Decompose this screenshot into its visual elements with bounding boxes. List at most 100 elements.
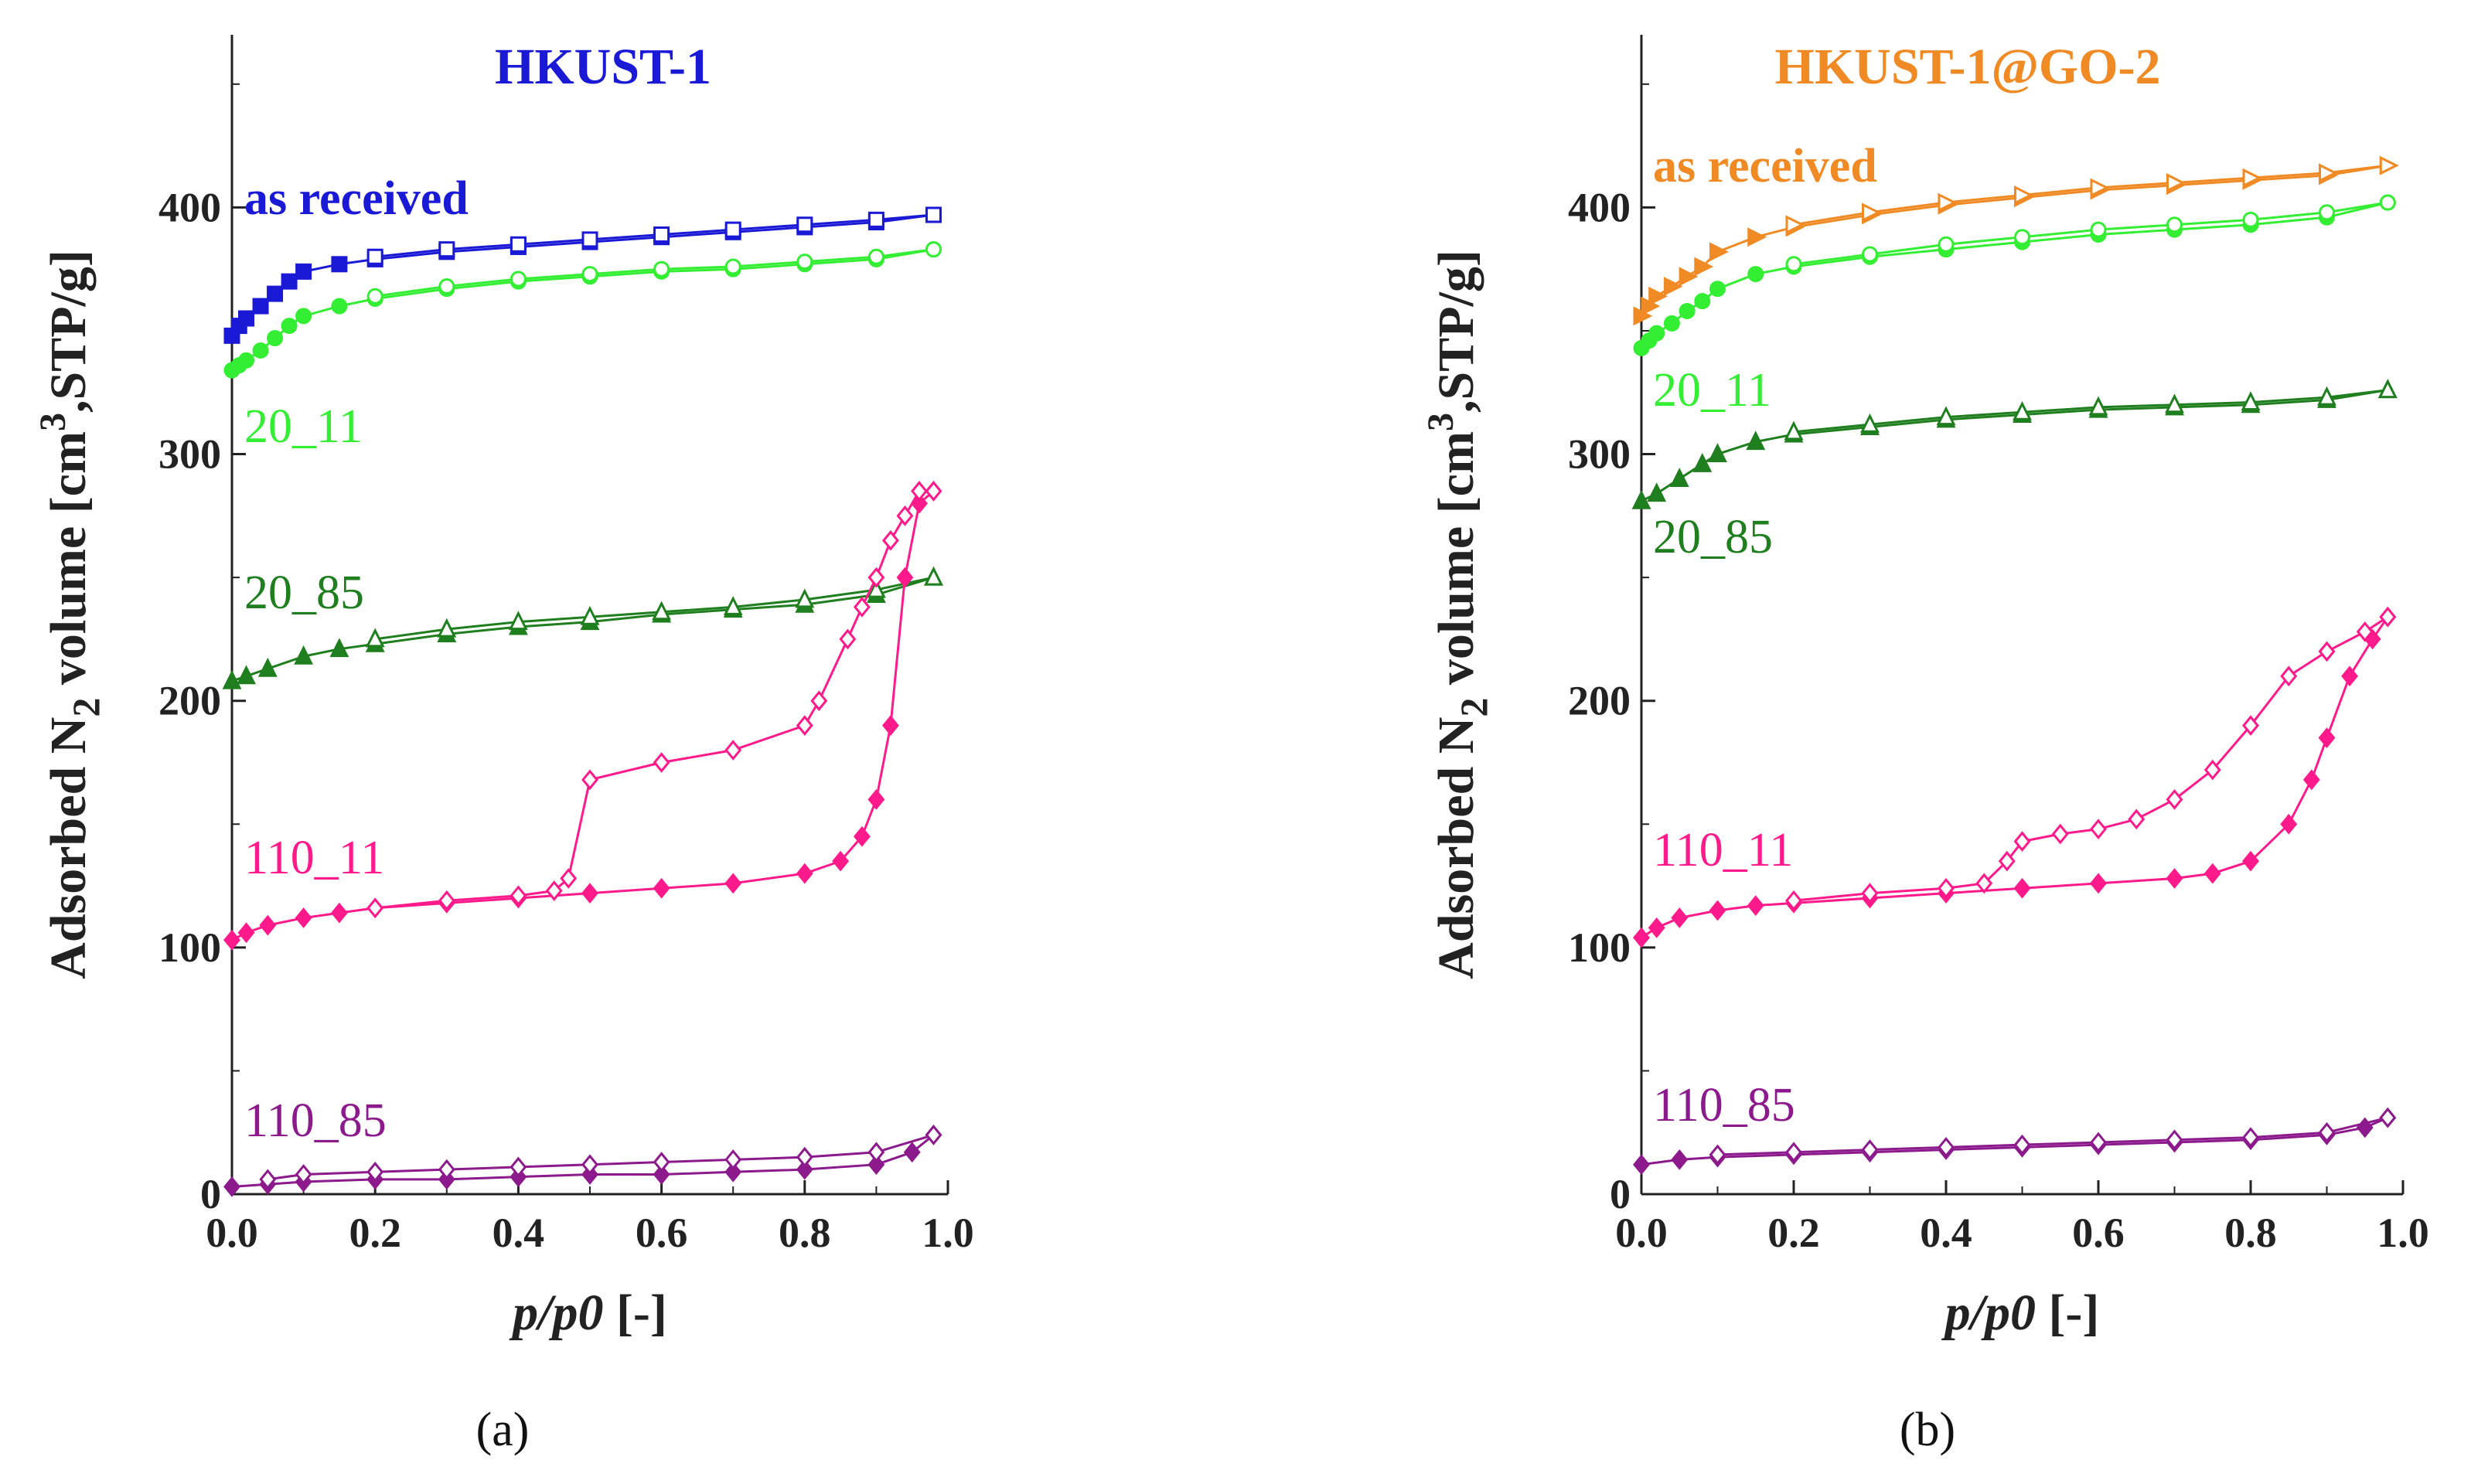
data-point (2128, 808, 2146, 830)
data-point (1861, 1139, 1879, 1160)
data-point (796, 216, 813, 233)
chart-title: HKUST-1@GO-2 (1774, 39, 2160, 95)
data-point (2317, 386, 2336, 406)
data-point (1785, 256, 1802, 273)
series-line-desorption (1793, 615, 2389, 902)
data-point (581, 769, 598, 791)
data-point (2242, 168, 2262, 188)
data-point (653, 752, 670, 773)
data-point (2090, 178, 2110, 198)
data-point (867, 567, 885, 588)
data-point (925, 1125, 942, 1145)
y-tick-label: 300 (158, 431, 221, 478)
data-point (2166, 868, 2183, 889)
data-point (2090, 873, 2107, 894)
data-point (438, 278, 455, 295)
x-tick-label: 0.0 (1615, 1210, 1668, 1256)
data-point (267, 330, 284, 347)
x-tick-label: 1.0 (922, 1210, 974, 1256)
data-point (1747, 266, 1764, 283)
data-point (1648, 325, 1665, 342)
data-point (867, 1142, 885, 1163)
series-label: 20_11 (1653, 364, 1771, 417)
data-point (1663, 315, 1680, 332)
data-point (1938, 236, 1955, 253)
data-point (1647, 482, 1667, 502)
data-point (1975, 873, 1993, 894)
data-point (653, 877, 670, 899)
y-tick-label: 200 (158, 678, 221, 724)
data-point (1938, 192, 1958, 213)
data-point (252, 342, 269, 359)
data-point (581, 883, 598, 904)
x-tick-label: 0.2 (349, 1210, 401, 1256)
data-point (653, 260, 670, 277)
data-point (1998, 850, 2016, 872)
data-point (1785, 890, 1802, 911)
data-point (237, 665, 256, 685)
data-point (2166, 173, 2186, 192)
data-point (295, 1164, 312, 1185)
data-point (1692, 452, 1713, 472)
data-point (2302, 769, 2320, 791)
data-point (331, 298, 348, 315)
data-point (2242, 211, 2259, 228)
data-point (366, 248, 383, 265)
data-point (1709, 281, 1726, 298)
panel-label: (b) (1900, 1404, 1955, 1456)
data-point (911, 493, 928, 514)
y-tick-label: 400 (158, 184, 221, 230)
data-point (366, 897, 384, 919)
data-point (281, 273, 298, 290)
series-110_11 (223, 481, 942, 951)
data-point (1669, 468, 1689, 487)
data-point (295, 263, 312, 280)
data-point (795, 588, 815, 608)
data-point (1747, 227, 1767, 247)
data-point (2088, 396, 2108, 416)
x-tick-label: 0.8 (779, 1210, 831, 1256)
data-point (2013, 400, 2032, 420)
y-tick-label: 100 (158, 924, 221, 971)
data-point (796, 715, 813, 736)
data-point (911, 481, 928, 502)
y-label-post: ,STP/g] (1428, 250, 1484, 413)
data-point (2166, 216, 2183, 233)
y-label-mid: volume [cm (40, 431, 97, 698)
data-point (295, 907, 312, 928)
data-point (2242, 850, 2259, 872)
data-point (1862, 246, 1878, 263)
data-point (796, 254, 813, 271)
data-point (259, 914, 277, 936)
data-point (238, 352, 255, 369)
data-point (1709, 900, 1726, 921)
data-point (2203, 863, 2221, 884)
data-point (2242, 715, 2259, 736)
data-point (1679, 267, 1699, 287)
series-110_85 (1633, 1107, 2397, 1176)
data-point (832, 850, 850, 872)
y-tick-label: 0 (1610, 1171, 1631, 1217)
series-label: 110_11 (244, 832, 384, 884)
data-point (2014, 186, 2033, 205)
x-tick-label: 0.8 (2224, 1210, 2277, 1256)
data-point (1663, 277, 1683, 296)
data-point (796, 1146, 813, 1168)
x-tick-label: 0.6 (636, 1210, 688, 1256)
series-110_85 (223, 1125, 942, 1197)
chart-panel-b: 0.0 0.2 0.4 0.6 0.8 1.0 0 100 200 300 400 HKUST-1@G… (1420, 35, 2429, 1456)
data-point (1631, 489, 1651, 509)
data-point (652, 601, 672, 621)
data-point (2318, 727, 2336, 748)
data-point (257, 657, 278, 677)
data-point (2051, 823, 2069, 845)
data-point (2166, 1129, 2183, 1151)
data-point (438, 1159, 455, 1180)
data-point (1784, 420, 1804, 441)
data-point (1671, 1149, 1689, 1170)
data-point (2318, 641, 2336, 662)
y-label-mid: volume [cm (1428, 431, 1484, 698)
y-tick-label: 0 (200, 1171, 221, 1217)
y-tick-label: 200 (1568, 678, 1631, 724)
chart-panel-a: 0.0 0.2 0.4 0.6 0.8 1.0 0 100 200 300 400 HKUST-1 p/… (32, 35, 974, 1456)
